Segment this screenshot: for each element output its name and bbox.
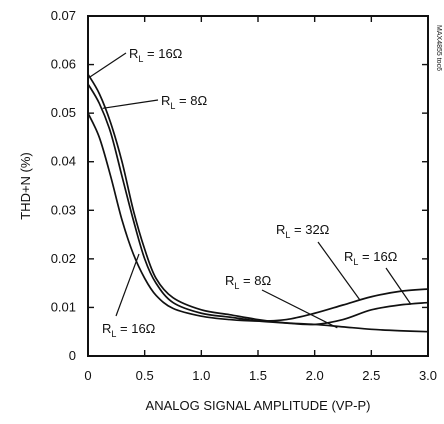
plot-frame — [87, 15, 429, 357]
annotation-leader-4 — [385, 267, 412, 305]
y-tick-label-2: 0.02 — [51, 251, 76, 266]
series-line-2 — [87, 112, 429, 322]
y-tick-label-0: 0 — [69, 348, 76, 363]
annotation-label-0: RL = 16Ω — [129, 46, 183, 64]
axis-layer — [87, 15, 429, 357]
series-line-0 — [87, 73, 429, 326]
annotation-value-0: = 16Ω — [143, 46, 182, 61]
x-axis-label: ANALOG SIGNAL AMPLITUDE (VP-P) — [146, 398, 371, 413]
annotation-subscript-2: L — [111, 329, 116, 339]
series-line-1 — [87, 83, 429, 333]
annotation-value-3: = 32Ω — [290, 222, 329, 237]
x-tick-label-0: 0 — [84, 368, 91, 383]
y-tick-label-7: 0.07 — [51, 8, 76, 23]
figure-code-label: MAX4855 toc6 — [435, 25, 442, 71]
annotation-label-3: RL = 32Ω — [276, 222, 330, 240]
x-tick-label-1: 0.5 — [136, 368, 154, 383]
annotation-leader-1 — [102, 99, 159, 109]
y-tick-label-1: 0.01 — [51, 299, 76, 314]
annotation-leader-3 — [317, 241, 361, 301]
annotation-label-2: RL = 16Ω — [102, 321, 156, 339]
annotation-prefix-1: R — [161, 93, 170, 108]
label-layer: 0 0.5 1.0 1.5 2.0 2.5 3.0 0 0.01 0.02 0.03 0.04 0.05… — [18, 8, 442, 413]
x-tick-label-5: 2.5 — [362, 368, 380, 383]
annotation-subscript-4: L — [353, 257, 358, 267]
annotation-leader-0 — [89, 52, 127, 78]
annotation-value-2: = 16Ω — [116, 321, 155, 336]
annotation-prefix-4: R — [344, 249, 353, 264]
annotation-subscript-0: L — [138, 54, 143, 64]
y-tick-label-3: 0.03 — [51, 202, 76, 217]
annotation-subscript-5: L — [234, 281, 239, 291]
y-tick-label-5: 0.05 — [51, 105, 76, 120]
annotation-value-1: = 8Ω — [175, 93, 207, 108]
x-tick-label-3: 1.5 — [249, 368, 267, 383]
annotation-prefix-2: R — [102, 321, 111, 336]
annotation-subscript-3: L — [285, 230, 290, 240]
annotation-value-5: = 8Ω — [239, 273, 271, 288]
annotation-leader-2 — [115, 253, 140, 317]
annotation-leader-5 — [261, 289, 338, 329]
annotation-prefix-0: R — [129, 46, 138, 61]
curve-layer — [87, 73, 429, 333]
annotation-prefix-3: R — [276, 222, 285, 237]
annotation-prefix-5: R — [225, 273, 234, 288]
x-tick-label-4: 2.0 — [306, 368, 324, 383]
annotation-label-1: RL = 8Ω — [161, 93, 207, 111]
y-tick-label-6: 0.06 — [51, 57, 76, 72]
x-tick-label-2: 1.0 — [192, 368, 210, 383]
annotation-label-4: RL = 16Ω — [344, 249, 398, 267]
annotation-subscript-1: L — [170, 101, 175, 111]
x-tick-label-6: 3.0 — [419, 368, 437, 383]
annotation-value-4: = 16Ω — [358, 249, 397, 264]
annotation-label-5: RL = 8Ω — [225, 273, 271, 291]
y-tick-label-4: 0.04 — [51, 154, 76, 169]
y-axis-label: THD+N (%) — [18, 152, 33, 220]
